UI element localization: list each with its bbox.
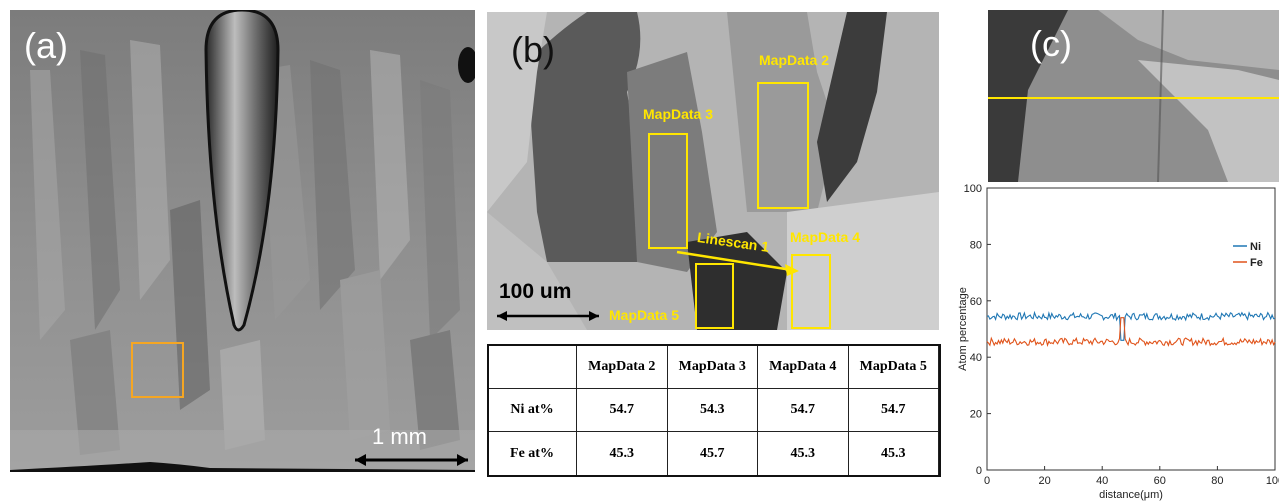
table-row: Fe at% 45.3 45.7 45.3 45.3 xyxy=(487,431,939,476)
table-row-label: Ni at% xyxy=(487,388,577,432)
table-row-label: Fe at% xyxy=(487,431,577,476)
x-tick-label: 20 xyxy=(1038,475,1050,487)
table-cell: 54.7 xyxy=(847,388,939,432)
panel-a-micrograph: (a) 1 mm xyxy=(10,10,475,472)
panel-b-micrograph: (b) MapData 2 MapData 3 MapData 4 MapDat… xyxy=(487,12,939,330)
mapdata-2-box xyxy=(757,82,809,209)
region-highlight-box xyxy=(131,342,184,398)
table-cell: 45.3 xyxy=(576,431,668,476)
y-axis-label: Atom percentage xyxy=(957,287,969,371)
series-line-fe xyxy=(986,317,1276,347)
scale-bar-a-label: 1 mm xyxy=(372,424,427,449)
y-tick-label: 60 xyxy=(970,296,982,308)
table-cell: 45.7 xyxy=(666,431,758,476)
line-chart: 0 20 40 60 80 100 0 20 40 60 80 100 distance(μm) Atom… xyxy=(957,183,1279,501)
y-tick-label: 0 xyxy=(976,465,982,477)
y-tick-label: 80 xyxy=(970,239,982,251)
y-tick-label: 20 xyxy=(970,409,982,421)
table-cell: 45.3 xyxy=(847,431,939,476)
table-header-row: MapData 2 MapData 3 MapData 4 MapData 5 xyxy=(487,344,939,389)
scale-bar-b-label: 100 um xyxy=(499,280,572,303)
legend-label: Ni xyxy=(1250,241,1261,253)
panel-c-image xyxy=(988,10,1279,182)
x-axis-label: distance(μm) xyxy=(1099,489,1163,501)
table-header-cell: MapData 2 xyxy=(576,344,668,389)
y-tick-label: 100 xyxy=(964,183,982,195)
table-cell: 45.3 xyxy=(757,431,849,476)
plot-area xyxy=(986,187,1276,471)
scale-bar-a xyxy=(355,454,468,466)
mapdata-2-label: MapData 2 xyxy=(759,52,830,68)
table-cell: 54.7 xyxy=(757,388,849,432)
scale-bar-b xyxy=(497,311,599,321)
panel-b-image xyxy=(487,12,939,330)
table-row: Ni at% 54.7 54.3 54.7 54.7 xyxy=(487,388,939,432)
y-tick-label: 40 xyxy=(970,352,982,364)
panel-b-label: (b) xyxy=(511,29,555,70)
x-tick-label: 40 xyxy=(1096,475,1108,487)
series-line-ni xyxy=(986,310,1276,341)
table-cell: 54.7 xyxy=(576,388,668,432)
x-tick-label: 60 xyxy=(1154,475,1166,487)
x-tick-label: 0 xyxy=(984,475,990,487)
mapdata-4-box xyxy=(791,254,831,329)
melt-pool-shape xyxy=(204,10,280,332)
mapdata-5-label: MapData 5 xyxy=(609,307,680,323)
panel-c-label: (c) xyxy=(1030,23,1072,64)
linescan-arrow xyxy=(676,250,793,272)
mapdata-4-label: MapData 4 xyxy=(790,229,861,245)
composition-table: MapData 2 MapData 3 MapData 4 MapData 5 … xyxy=(487,344,939,476)
table-header-cell xyxy=(487,344,577,389)
table-cell: 54.3 xyxy=(666,388,758,432)
mapdata-3-box xyxy=(648,133,688,249)
table-header-cell: MapData 3 xyxy=(666,344,758,389)
table-header-cell: MapData 5 xyxy=(847,344,939,389)
mapdata-3-label: MapData 3 xyxy=(643,106,714,122)
panel-a-image xyxy=(10,10,475,472)
mapdata-5-box xyxy=(695,263,734,329)
legend-label: Fe xyxy=(1250,257,1263,269)
x-tick-label: 80 xyxy=(1211,475,1223,487)
panel-c-micrograph: (c) xyxy=(988,10,1279,182)
table-header-cell: MapData 4 xyxy=(757,344,849,389)
x-tick-label: 100 xyxy=(1266,475,1279,487)
panel-a-label: (a) xyxy=(24,25,68,66)
